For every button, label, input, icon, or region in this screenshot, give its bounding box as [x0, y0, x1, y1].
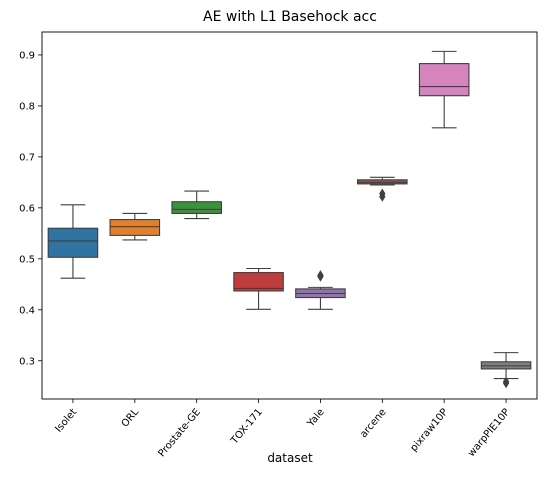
- box-prostate-ge: [171, 190, 222, 220]
- x-tick-label: Yale: [305, 407, 327, 430]
- axes-frame: [41, 31, 538, 400]
- y-tick-label: 0.9: [19, 50, 35, 61]
- x-tick-label: Prostate-GE: [156, 407, 203, 459]
- box-iqr: [171, 201, 222, 215]
- box-pixraw10p: [418, 50, 470, 129]
- box-isolet: [47, 204, 99, 279]
- outlier-point: [502, 376, 510, 387]
- y-tick-label: 0.4: [19, 305, 35, 316]
- y-tick-label: 0.5: [19, 254, 35, 265]
- x-tick-label: ORL: [120, 407, 142, 430]
- box-arcene: [357, 176, 408, 202]
- box-iqr: [418, 63, 470, 97]
- box-iqr: [47, 227, 99, 258]
- x-tick-label: pixraw10P: [408, 407, 450, 454]
- y-tick-label: 0.3: [19, 356, 35, 367]
- x-axis-label: dataset: [267, 451, 313, 465]
- box-warppie10p: [480, 352, 532, 389]
- plot-area: 0.3 0.4 0.5 0.6 0.7 0.8 0.9 Isolet ORL Prostate-G…: [19, 31, 538, 459]
- outlier-point: [317, 270, 324, 281]
- box-tox-171: [233, 267, 284, 310]
- box-iqr: [233, 272, 284, 292]
- x-tick-label: Isolet: [53, 407, 79, 435]
- y-tick-label: 0.7: [19, 152, 35, 163]
- x-tick-label: arcene: [358, 407, 388, 440]
- box-iqr: [109, 219, 161, 236]
- x-tick-label: TOX-171: [229, 407, 265, 447]
- box-yale: [295, 270, 346, 310]
- y-tick-label: 0.8: [19, 101, 35, 112]
- y-tick-label: 0.6: [19, 203, 35, 214]
- chart-title: AE with L1 Basehock acc: [203, 9, 377, 25]
- box-orl: [109, 212, 161, 241]
- outlier-point: [379, 188, 386, 199]
- x-tick-label: warpPIE10P: [466, 407, 512, 459]
